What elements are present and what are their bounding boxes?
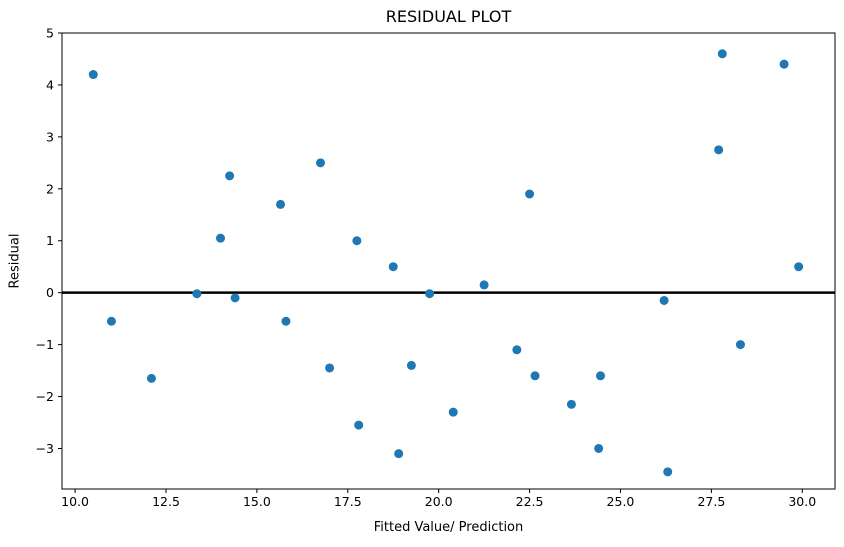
x-tick-label: 22.5 — [516, 494, 544, 509]
y-tick-label: 2 — [46, 181, 54, 196]
scatter-point — [216, 233, 226, 243]
x-tick-label: 25.0 — [607, 494, 635, 509]
scatter-point — [530, 371, 540, 381]
y-tick-label: −1 — [36, 337, 54, 352]
scatter-point — [394, 449, 404, 459]
x-tick-label: 17.5 — [334, 494, 362, 509]
scatter-point — [479, 280, 489, 290]
y-tick-label: 5 — [46, 26, 54, 41]
scatter-point — [406, 360, 416, 370]
y-tick-label: −3 — [36, 441, 54, 456]
scatter-point — [794, 262, 804, 272]
scatter-point — [146, 373, 156, 383]
scatter-point — [659, 295, 669, 305]
scatter-point — [316, 158, 326, 168]
scatter-point — [595, 371, 605, 381]
scatter-point — [448, 407, 458, 417]
scatter-point — [594, 443, 604, 453]
scatter-point — [325, 363, 335, 373]
scatter-point — [276, 199, 286, 209]
x-tick-label: 10.0 — [61, 494, 89, 509]
scatter-point — [106, 316, 116, 326]
x-tick-label: 27.5 — [697, 494, 725, 509]
scatter-point — [225, 171, 235, 181]
scatter-point — [566, 399, 576, 409]
scatter-point — [88, 70, 98, 80]
scatter-point — [717, 49, 727, 59]
scatter-point — [281, 316, 291, 326]
x-axis-label: Fitted Value/ Prediction — [373, 520, 524, 535]
y-tick-label: 1 — [46, 233, 54, 248]
x-tick-label: 15.0 — [243, 494, 271, 509]
scatter-point — [512, 345, 522, 355]
y-tick-label: 4 — [46, 77, 54, 92]
plot-frame — [61, 32, 836, 490]
scatter-point — [779, 59, 789, 69]
x-tick-label: 12.5 — [152, 494, 180, 509]
y-tick-label: 0 — [46, 285, 54, 300]
scatter-point — [230, 293, 240, 303]
scatter-point — [525, 189, 535, 199]
scatter-point — [192, 289, 202, 299]
scatter-point — [663, 467, 673, 477]
y-tick-label: −2 — [36, 389, 54, 404]
scatter-point — [388, 262, 398, 272]
scatter-point — [735, 340, 745, 350]
y-tick-label: 3 — [46, 129, 54, 144]
scatter-point — [352, 236, 362, 246]
chart-title: RESIDUAL PLOT — [385, 7, 512, 26]
x-tick-label: 30.0 — [788, 494, 816, 509]
scatter-point — [714, 145, 724, 155]
scatter-point — [425, 289, 435, 299]
scatter-point — [354, 420, 364, 430]
x-tick-label: 20.0 — [425, 494, 453, 509]
